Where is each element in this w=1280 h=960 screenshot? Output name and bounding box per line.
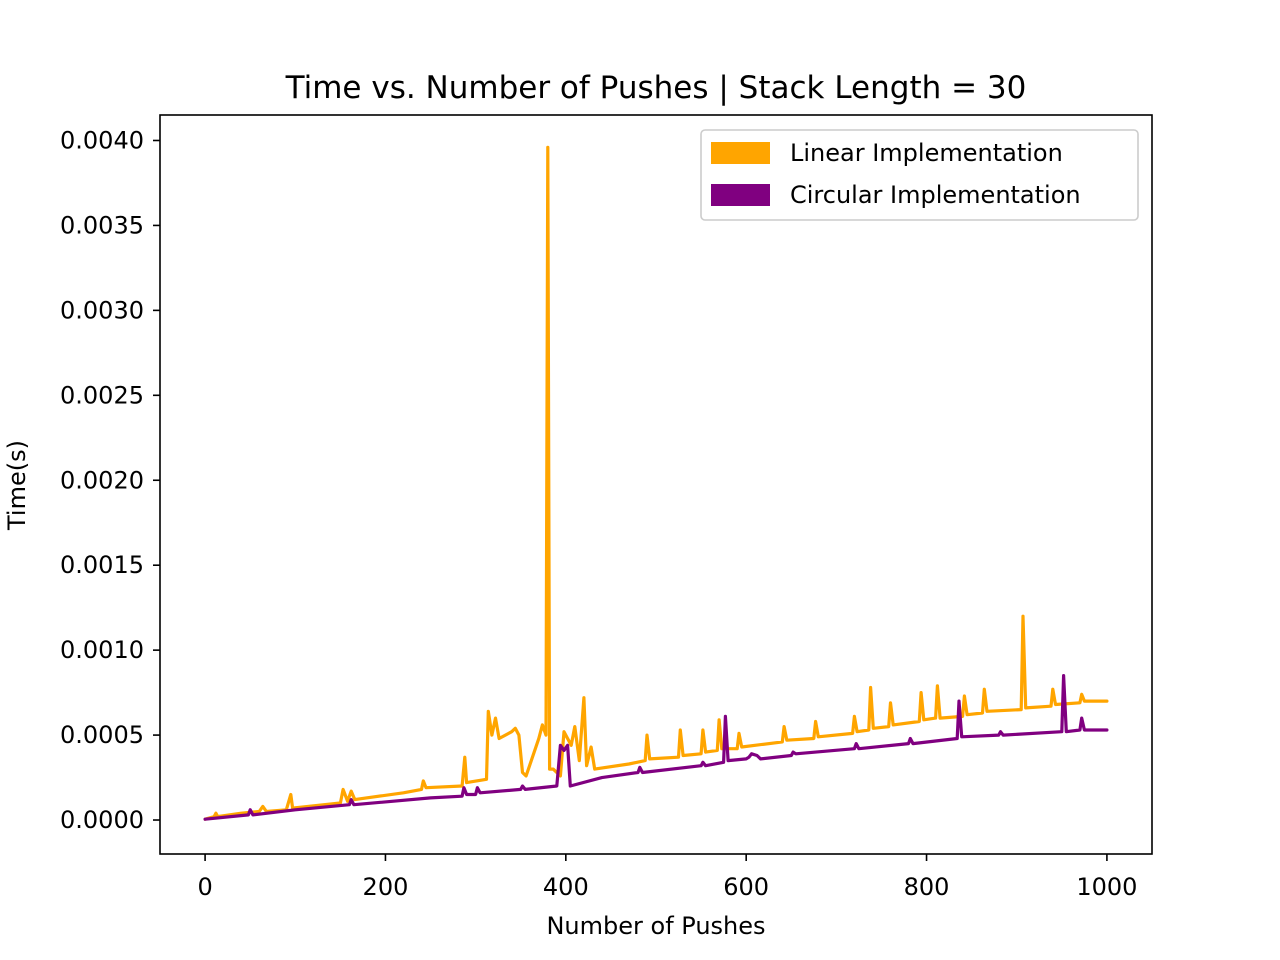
y-tick-label: 0.0010 — [60, 636, 144, 664]
x-tick-label: 1000 — [1076, 873, 1137, 901]
y-axis-ticks: 0.0000 0.0005 0.0010 0.0015 0.0020 0.0025 0.00… — [60, 126, 160, 834]
legend-label-linear: Linear Implementation — [790, 139, 1063, 167]
x-tick-label: 600 — [723, 873, 769, 901]
y-tick-label: 0.0030 — [60, 296, 144, 324]
legend-box — [700, 129, 1139, 221]
x-tick-label: 0 — [197, 873, 212, 901]
x-tick-label: 200 — [363, 873, 409, 901]
x-axis-ticks: 0 200 400 600 800 1000 — [197, 854, 1137, 901]
y-tick-label: 0.0025 — [60, 381, 144, 409]
legend-swatch-circular — [711, 184, 770, 206]
x-tick-label: 400 — [543, 873, 589, 901]
chart-title: Time vs. Number of Pushes | Stack Length… — [285, 70, 1027, 106]
y-tick-label: 0.0035 — [60, 211, 144, 239]
series-line-circular — [203, 673, 1109, 821]
y-tick-label: 0.0005 — [60, 721, 144, 749]
legend-swatch-linear — [711, 142, 770, 164]
series-line-linear — [203, 145, 1109, 821]
plot-frame — [159, 114, 1153, 855]
x-axis-label: Number of Pushes — [546, 912, 765, 940]
y-tick-label: 0.0015 — [60, 551, 144, 579]
y-tick-label: 0.0040 — [60, 126, 144, 154]
y-axis-label: Time(s) — [3, 440, 31, 531]
plot-lines — [203, 145, 1109, 821]
y-tick-label: 0.0020 — [60, 466, 144, 494]
y-tick-label: 0.0000 — [60, 806, 144, 834]
x-tick-label: 800 — [904, 873, 950, 901]
legend: Linear Implementation Circular Implement… — [700, 129, 1139, 221]
legend-label-circular: Circular Implementation — [790, 181, 1081, 209]
